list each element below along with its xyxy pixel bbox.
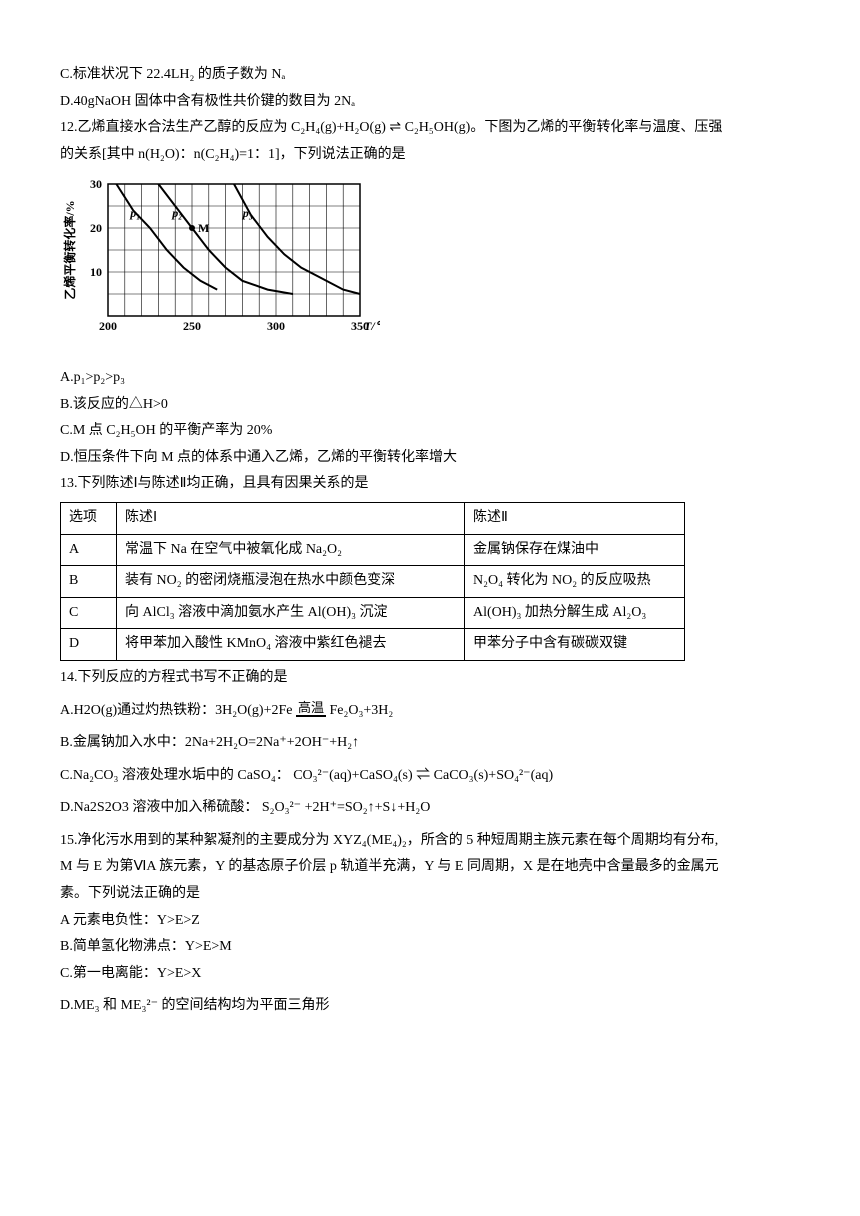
q12-chart: 200250300350102030p₁p₂p₃M乙烯平衡转化率/%T/℃ (60, 176, 800, 357)
q12-optD: D.恒压条件下向 M 点的体系中通入乙烯，乙烯的平衡转化率增大 (60, 445, 800, 472)
svg-text:p₂: p₂ (171, 207, 182, 221)
td: Al(OH)₃ 加热分解生成 Al₂O₃ (465, 597, 685, 629)
q14-optC: C.Na₂CO₃ 溶液处理水垢中的 CaSO₄： CO₃²⁻(aq)+CaSO₄… (60, 763, 800, 790)
q13-table: 选项 陈述Ⅰ 陈述Ⅱ A 常温下 Na 在空气中被氧化成 Na₂O₂ 金属钠保存… (60, 502, 685, 661)
td: 向 AlCl₃ 溶液中滴加氨水产生 Al(OH)₃ 沉淀 (117, 597, 465, 629)
q11-optC: C.标准状况下 22.4LH₂ 的质子数为 Nₐ (60, 62, 800, 89)
q12-stem-2: 的关系[其中 n(H₂O)：n(C₂H₄)=1：1]，下列说法正确的是 (60, 142, 800, 169)
q15-optB: B.简单氢化物沸点：Y>E>M (60, 934, 800, 961)
q14-stem: 14.下列反应的方程式书写不正确的是 (60, 665, 800, 692)
svg-text:250: 250 (183, 319, 201, 333)
svg-text:300: 300 (267, 319, 285, 333)
td: A (61, 534, 117, 566)
q12-stem-1: 12.乙烯直接水合法生产乙醇的反应为 C₂H₄(g)+H₂O(g) ⇌ C₂H₅… (60, 115, 800, 142)
q14-optB: B.金属钠加入水中：2Na+2H₂O=2Na⁺+2OH⁻+H₂↑ (60, 730, 800, 757)
th-1: 陈述Ⅰ (117, 502, 465, 534)
q12-optC: C.M 点 C₂H₅OH 的平衡产率为 20% (60, 418, 800, 445)
svg-text:200: 200 (99, 319, 117, 333)
td: 金属钠保存在煤油中 (465, 534, 685, 566)
svg-text:T/℃: T/℃ (364, 319, 380, 333)
svg-text:M: M (198, 221, 209, 235)
td: 装有 NO₂ 的密闭烧瓶浸泡在热水中颜色变深 (117, 566, 465, 598)
q15-stem-2: M 与 E 为第ⅥA 族元素，Y 的基态原子价层 p 轨道半充满，Y 与 E 同… (60, 854, 800, 881)
q15-optC: C.第一电离能：Y>E>X (60, 961, 800, 988)
table-row: C 向 AlCl₃ 溶液中滴加氨水产生 Al(OH)₃ 沉淀 Al(OH)₃ 加… (61, 597, 685, 629)
svg-text:p₁: p₁ (129, 207, 140, 221)
q14-optA: A.H2O(g)通过灼热铁粉：3H₂O(g)+2Fe 高温 Fe₂O₃+3H₂ (60, 698, 800, 725)
q15-optA: A 元素电负性：Y>E>Z (60, 908, 800, 935)
td: B (61, 566, 117, 598)
td: 甲苯分子中含有碳碳双键 (465, 629, 685, 661)
td: D (61, 629, 117, 661)
svg-text:乙烯平衡转化率/%: 乙烯平衡转化率/% (62, 201, 77, 300)
q15-stem-3: 素。下列说法正确的是 (60, 881, 800, 908)
td: N₂O₄ 转化为 NO₂ 的反应吸热 (465, 566, 685, 598)
q12-optB: B.该反应的△H>0 (60, 392, 800, 419)
th-0: 选项 (61, 502, 117, 534)
table-head-row: 选项 陈述Ⅰ 陈述Ⅱ (61, 502, 685, 534)
svg-text:20: 20 (90, 221, 102, 235)
table-row: A 常温下 Na 在空气中被氧化成 Na₂O₂ 金属钠保存在煤油中 (61, 534, 685, 566)
q14-optA-right: Fe₂O₃+3H₂ (330, 703, 394, 718)
q14-optA-left: A.H2O(g)通过灼热铁粉：3H₂O(g)+2Fe (60, 703, 292, 718)
svg-text:p₃: p₃ (242, 207, 253, 221)
th-2: 陈述Ⅱ (465, 502, 685, 534)
q15-stem-1: 15.净化污水用到的某种絮凝剂的主要成分为 XYZ₄(ME₄)₂，所含的 5 种… (60, 828, 800, 855)
td: 常温下 Na 在空气中被氧化成 Na₂O₂ (117, 534, 465, 566)
q14-optD: D.Na2S2O3 溶液中加入稀硫酸： S₂O₃²⁻ +2H⁺=SO₂↑+S↓+… (60, 795, 800, 822)
table-row: B 装有 NO₂ 的密闭烧瓶浸泡在热水中颜色变深 N₂O₄ 转化为 NO₂ 的反… (61, 566, 685, 598)
table-row: D 将甲苯加入酸性 KMnO₄ 溶液中紫红色褪去 甲苯分子中含有碳碳双键 (61, 629, 685, 661)
td: C (61, 597, 117, 629)
q13-stem: 13.下列陈述Ⅰ与陈述Ⅱ均正确，且具有因果关系的是 (60, 471, 800, 498)
svg-text:10: 10 (90, 265, 102, 279)
q14-optA-cond: 高温 (296, 700, 326, 718)
q15-optD: D.ME₃ 和 ME₃²⁻ 的空间结构均为平面三角形 (60, 993, 800, 1020)
td: 将甲苯加入酸性 KMnO₄ 溶液中紫红色褪去 (117, 629, 465, 661)
q12-optA: A.p₁>p₂>p₃ (60, 365, 800, 392)
q11-optD: D.40gNaOH 固体中含有极性共价键的数目为 2Nₐ (60, 89, 800, 116)
svg-text:30: 30 (90, 177, 102, 191)
